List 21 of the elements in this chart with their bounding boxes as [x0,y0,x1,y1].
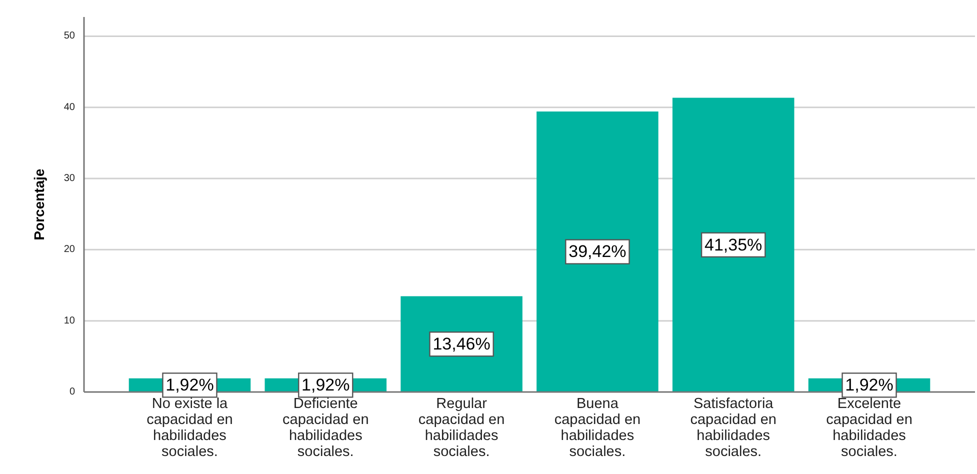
x-tick-label: Satisfactoria capacidad en habilidades sociales. [690,396,776,460]
bar [536,111,658,392]
data-label: 1,92% [302,376,350,395]
x-tick-label: Regular capacidad en habilidades sociales. [418,396,505,460]
y-tick-label: 10 [64,315,76,326]
data-label: 1,92% [845,376,894,395]
y-tick-label: 20 [64,244,76,256]
x-tick-label: Buena capacidad en habilidades sociales. [554,396,641,460]
data-label: 13,46% [432,334,490,354]
y-tick-label: 30 [64,173,76,184]
y-tick-label: 50 [64,30,76,42]
x-tick-label: Deficiente capacidad en habilidades sociales. [282,396,369,460]
x-tick-label: Excelente capacidad en habilidades sociales. [826,396,912,460]
data-label: 39,42% [568,242,626,262]
y-tick-label: 0 [69,386,76,398]
data-label: 41,35% [704,235,762,254]
y-tick-label: 40 [64,102,76,113]
data-label: 1,92% [166,376,214,395]
y-axis-title: Porcentaje [31,168,47,240]
bar [672,98,794,392]
x-tick-label: No existe la capacidad en habilidades sociales. [146,396,233,460]
